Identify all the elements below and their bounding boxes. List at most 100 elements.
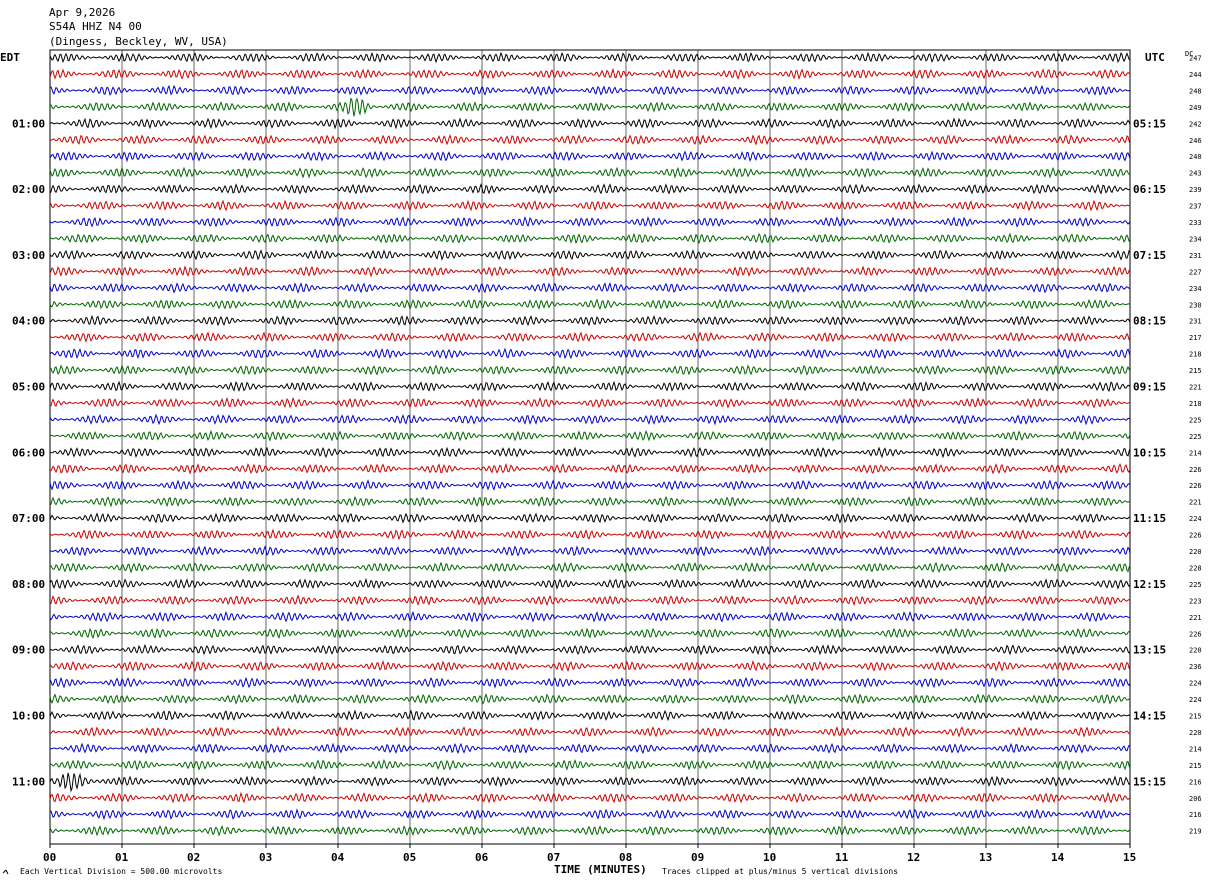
right-hour-label: 15:15	[1133, 775, 1166, 788]
left-hour-label: 07:00	[12, 512, 45, 525]
left-timezone-label: EDT	[0, 51, 20, 64]
left-hour-label: 05:00	[12, 381, 45, 394]
dc-header-label: DC	[1185, 50, 1193, 58]
dc-offset-value: 215	[1189, 762, 1202, 770]
left-hour-label: 09:00	[12, 644, 45, 657]
dc-offset-value: 214	[1189, 449, 1202, 457]
right-hour-label: 06:15	[1133, 183, 1166, 196]
dc-offset-value: 218	[1189, 400, 1202, 408]
dc-offset-value: 221	[1189, 614, 1202, 622]
trace-line	[49, 166, 1130, 179]
x-tick-label: 12	[907, 851, 920, 864]
left-hour-label: 06:00	[12, 446, 45, 459]
dc-offset-value: 224	[1189, 515, 1202, 523]
trace-line	[49, 396, 1131, 409]
trace-line	[49, 545, 1131, 557]
dc-offset-value: 216	[1189, 778, 1202, 786]
trace-line	[49, 627, 1131, 640]
trace-line	[49, 825, 1131, 837]
dc-offset-value: 233	[1189, 219, 1202, 227]
dc-offset-value: 231	[1189, 318, 1202, 326]
plot-frame	[49, 49, 1131, 845]
trace-line	[49, 512, 1131, 524]
dc-offset-value: 230	[1189, 301, 1202, 309]
dc-offset-value: 225	[1189, 581, 1202, 589]
trace-line	[49, 67, 1131, 81]
dc-offset-value: 226	[1189, 630, 1202, 638]
x-tick-label: 04	[331, 851, 345, 864]
trace-line	[49, 265, 1131, 278]
dc-offset-value: 248	[1189, 87, 1202, 95]
dc-offset-value: 216	[1189, 811, 1202, 819]
dc-offset-value: 227	[1189, 268, 1202, 276]
vertical-scale-note: Each Vertical Division = 500.00 microvol…	[20, 867, 222, 876]
trace-line	[49, 331, 1131, 343]
x-tick-label: 14	[1051, 851, 1065, 864]
right-hour-label: 14:15	[1133, 710, 1166, 723]
trace-line	[49, 216, 1131, 228]
dc-offset-value: 234	[1189, 285, 1202, 293]
trace-line	[49, 314, 1131, 327]
trace-line	[49, 561, 1131, 574]
header-date: Apr 9,2026	[49, 6, 115, 19]
trace-line	[49, 676, 1131, 689]
trace-line	[49, 479, 1131, 491]
dc-offset-value: 215	[1189, 367, 1202, 375]
header-station: S54A HHZ N4 00	[49, 20, 142, 33]
x-tick-label: 00	[43, 851, 56, 864]
dc-offset-value: 240	[1189, 153, 1202, 161]
dc-offset-value: 249	[1189, 104, 1202, 112]
x-tick-label: 02	[187, 851, 200, 864]
trace-line	[49, 84, 1131, 97]
trace-line	[49, 298, 1131, 311]
dc-offset-value: 218	[1189, 351, 1202, 359]
x-tick-label: 10	[763, 851, 776, 864]
dc-offset-value: 246	[1189, 137, 1202, 145]
dc-offset-value: 223	[1189, 597, 1202, 605]
trace-line	[50, 232, 1131, 245]
x-tick-label: 01	[115, 851, 129, 864]
dc-offset-value: 220	[1189, 647, 1202, 655]
x-tick-label: 13	[979, 851, 992, 864]
header-location: (Dingess, Beckley, WV, USA)	[49, 35, 228, 48]
x-tick-label: 11	[835, 851, 849, 864]
trace-line	[49, 97, 1131, 117]
right-hour-label: 08:15	[1133, 315, 1166, 328]
dc-offset-value: 221	[1189, 384, 1202, 392]
trace-line	[49, 249, 1131, 261]
dc-offset-value: 221	[1189, 499, 1202, 507]
right-hour-label: 07:15	[1133, 249, 1166, 262]
x-tick-label: 06	[475, 851, 489, 864]
trace-line	[49, 692, 1131, 705]
x-axis-ticks: 00 01 02 03 04 05 06 07 08 09 10 11 12 13 14 15	[43, 844, 1136, 864]
dc-offset-value: 220	[1189, 729, 1202, 737]
trace-line	[49, 462, 1131, 475]
dc-offset-value: 215	[1189, 713, 1202, 721]
trace-line	[49, 51, 1131, 64]
right-hour-label: 13:15	[1133, 644, 1166, 657]
scale-glyph	[2, 869, 9, 875]
dc-offset-value: 225	[1189, 433, 1202, 441]
trace-line	[49, 364, 1131, 377]
left-hour-label: 01:00	[12, 117, 45, 130]
right-hour-label: 05:15	[1133, 117, 1166, 130]
trace-line	[49, 528, 1131, 541]
seismogram-traces	[49, 51, 1131, 837]
dc-offset-value: 244	[1189, 71, 1202, 79]
right-hour-label: 11:15	[1133, 512, 1166, 525]
trace-line	[49, 347, 1131, 360]
trace-line	[49, 133, 1131, 146]
trace-line	[49, 594, 1131, 607]
trace-line	[49, 577, 1131, 590]
dc-offset-value: 236	[1189, 663, 1202, 671]
trace-line	[49, 772, 1131, 793]
hour-labels: 01:00 02:00 03:00 04:00 05:00 06:00 07:00 08:00…	[12, 117, 1166, 788]
trace-line	[49, 150, 1131, 163]
trace-line	[49, 610, 1131, 623]
trace-line	[49, 808, 1131, 821]
trace-line	[49, 282, 1130, 294]
dc-offset-value: 234	[1189, 235, 1202, 243]
left-hour-label: 04:00	[12, 315, 45, 328]
clip-note: Traces clipped at plus/minus 5 vertical …	[662, 867, 898, 876]
